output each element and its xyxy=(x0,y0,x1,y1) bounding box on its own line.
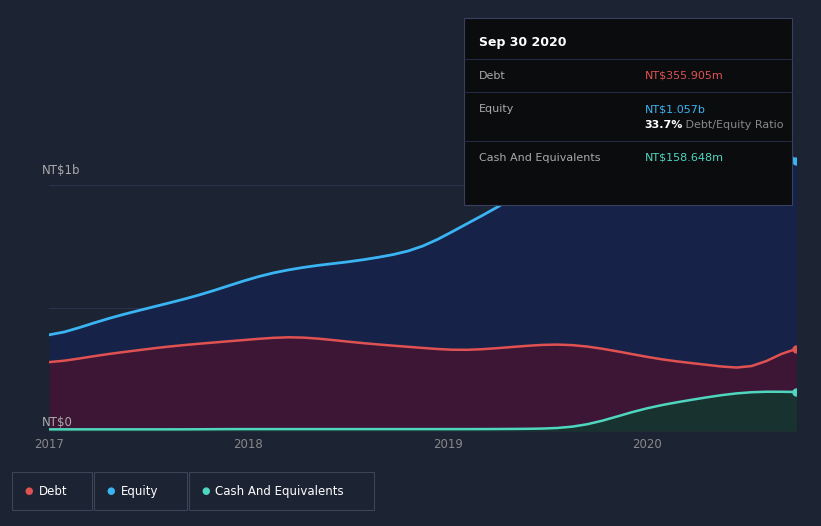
Text: Equity: Equity xyxy=(121,485,158,498)
Text: Cash And Equivalents: Cash And Equivalents xyxy=(479,153,600,163)
Text: ●: ● xyxy=(107,486,115,497)
Text: Equity: Equity xyxy=(479,104,514,114)
Text: NT$158.648m: NT$158.648m xyxy=(644,153,723,163)
Text: NT$1.057b: NT$1.057b xyxy=(644,104,705,114)
Text: Cash And Equivalents: Cash And Equivalents xyxy=(215,485,344,498)
Text: NT$0: NT$0 xyxy=(42,416,73,429)
Text: NT$1b: NT$1b xyxy=(42,164,80,177)
Text: 33.7%: 33.7% xyxy=(644,120,683,130)
Text: NT$355.905m: NT$355.905m xyxy=(644,71,723,81)
Text: Debt: Debt xyxy=(39,485,67,498)
Text: ●: ● xyxy=(25,486,33,497)
Text: Sep 30 2020: Sep 30 2020 xyxy=(479,36,566,49)
Text: Debt: Debt xyxy=(479,71,506,81)
Text: ●: ● xyxy=(201,486,209,497)
Text: Debt/Equity Ratio: Debt/Equity Ratio xyxy=(682,120,784,130)
